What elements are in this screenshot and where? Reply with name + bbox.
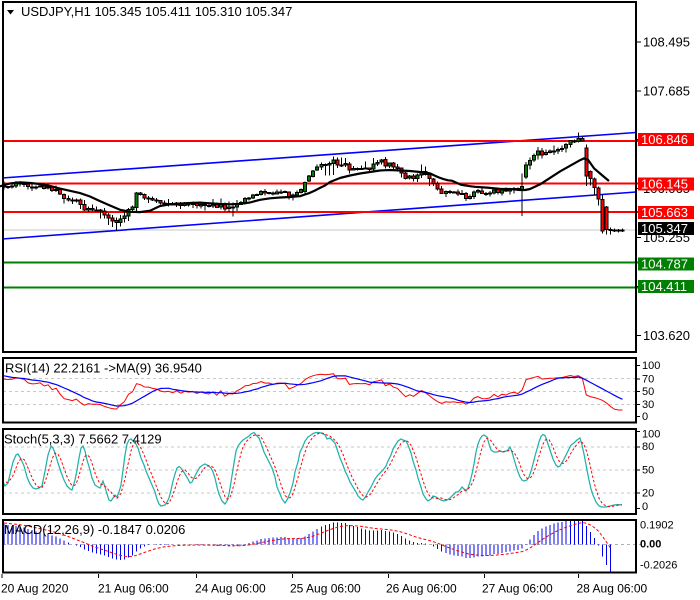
svg-text:105.663: 105.663 [641,205,688,220]
svg-text:103.620: 103.620 [643,328,690,343]
svg-text:105.347: 105.347 [641,221,688,236]
svg-text:USDJPY,H1 105.345 105.411 105: USDJPY,H1 105.345 105.411 105.310 105.34… [21,4,292,19]
svg-text:20 Aug 2020: 20 Aug 2020 [1,582,69,596]
svg-text:24 Aug 06:00: 24 Aug 06:00 [195,582,266,596]
svg-text:26 Aug 06:00: 26 Aug 06:00 [386,582,457,596]
svg-text:30: 30 [642,399,654,411]
svg-text:70: 70 [642,373,654,385]
svg-text:MACD(12,26,9) -0.1847 0.0206: MACD(12,26,9) -0.1847 0.0206 [4,522,185,537]
svg-text:0.1902: 0.1902 [640,520,674,532]
svg-text:108.495: 108.495 [643,35,690,50]
svg-text:Stoch(5,3,3) 7.5662 7.4129: Stoch(5,3,3) 7.5662 7.4129 [4,432,162,447]
svg-text:50: 50 [642,465,654,477]
svg-text:0: 0 [642,411,648,423]
svg-text:106.145: 106.145 [641,177,688,192]
svg-text:104.787: 104.787 [641,257,688,272]
svg-text:0.00: 0.00 [640,539,661,551]
svg-text:100: 100 [642,360,660,372]
svg-text:104.411: 104.411 [641,279,687,294]
svg-text:0: 0 [642,501,648,513]
svg-text:20: 20 [642,488,654,500]
svg-text:27 Aug 06:00: 27 Aug 06:00 [482,582,553,596]
svg-text:80: 80 [642,441,654,453]
svg-text:21 Aug 06:00: 21 Aug 06:00 [98,582,169,596]
svg-text:107.685: 107.685 [643,84,690,99]
svg-text:106.846: 106.846 [641,132,688,147]
svg-text:25 Aug 06:00: 25 Aug 06:00 [290,582,361,596]
svg-text:50: 50 [642,386,654,398]
svg-text:28 Aug 06:00: 28 Aug 06:00 [577,582,648,596]
svg-text:-0.2026: -0.2026 [640,560,677,572]
svg-text:RSI(14) 22.2161 ->MA(9) 36.95: RSI(14) 22.2161 ->MA(9) 36.9540 [5,361,202,376]
svg-text:100: 100 [642,429,660,441]
